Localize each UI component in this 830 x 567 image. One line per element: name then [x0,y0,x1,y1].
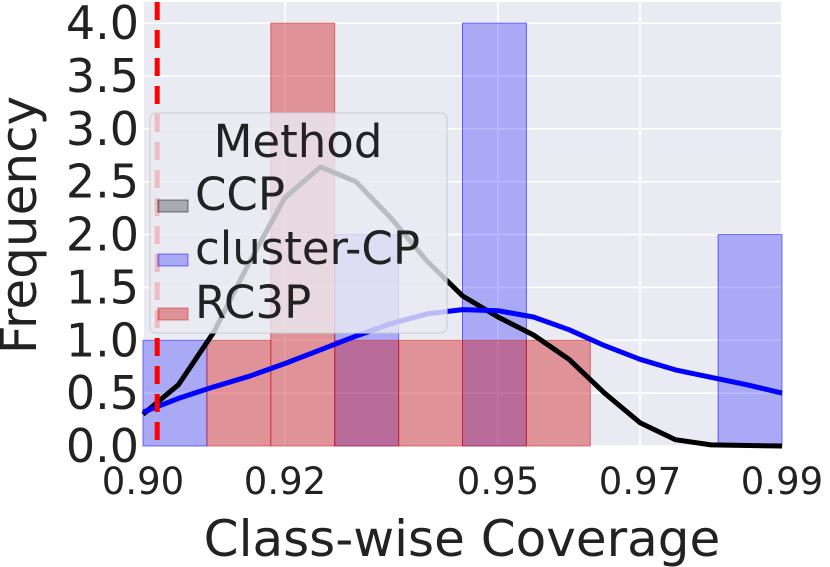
y-tick-label: 3.0 [66,102,139,156]
y-tick-label: 0.5 [66,366,139,420]
kde-line-cluster-cp [142,307,783,415]
y-tick-label: 2.0 [66,208,139,262]
legend-swatch-ccp [157,199,189,213]
x-tick-label: 0.90 [102,460,184,503]
bar-rc3p [334,339,400,447]
bar-rc3p [462,339,527,447]
legend-title: Method [214,115,383,168]
x-tick-label: 0.97 [599,460,681,503]
y-tick-label: 1.0 [66,313,139,367]
bar-rc3p [206,339,272,447]
legend-swatch-rc3p [157,307,189,321]
y-tick-label: 4.0 [66,0,139,50]
x-tick-label: 0.99 [741,460,823,503]
x-axis-ticks: 0.90 0.92 0.95 0.97 0.99 [102,460,823,503]
legend-label-cluster-cp: cluster-CP [195,222,420,275]
bar-rc3p [525,339,591,447]
legend-box [149,112,448,334]
y-tick-label: 1.5 [66,260,139,314]
y-tick-label: 2.5 [66,155,139,209]
y-axis-label: Frequency [0,96,48,354]
legend-swatch-cluster-cp [157,253,189,267]
bar-cluster-cp [462,22,527,447]
x-axis-label: Class-wise Coverage [204,510,721,567]
x-tick-label: 0.92 [244,460,326,503]
x-tick-label: 0.95 [457,460,539,503]
y-tick-label: 3.5 [66,49,139,103]
bar-cluster-cp [717,234,783,447]
y-tick-label: 0.0 [66,419,139,473]
legend-label-ccp: CCP [195,168,285,221]
y-axis-ticks: 0.00.51.01.52.02.53.03.54.0 [66,0,139,473]
bar-rc3p [398,339,464,447]
legend-label-rc3p: RC3P [195,276,311,329]
